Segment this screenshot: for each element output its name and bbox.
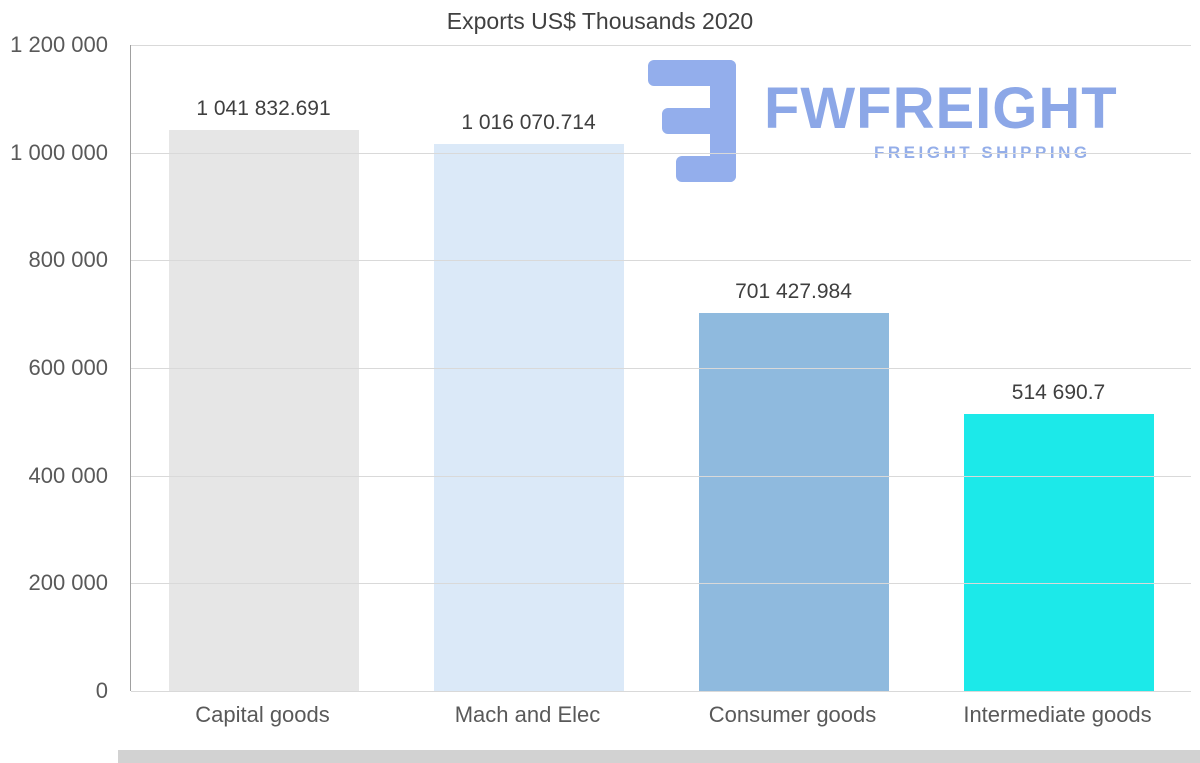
y-tick-label: 200 000	[28, 570, 108, 596]
x-category-label: Mach and Elec	[454, 702, 601, 727]
bar-value-label: 1 041 832.691	[196, 97, 331, 121]
y-tick-label: 800 000	[28, 247, 108, 273]
bar-group: 514 690.7	[926, 45, 1191, 691]
y-tick-label: 0	[95, 678, 108, 703]
bar-mach-and-elec	[433, 144, 624, 691]
gridline	[131, 45, 1191, 46]
gridline	[131, 691, 1191, 692]
x-category-label: Intermediate goods	[963, 702, 1152, 727]
bar-intermediate-goods	[963, 413, 1154, 691]
y-tick-label: 1 000 000	[10, 139, 108, 165]
y-axis: 1 200 000 1 000 000 800 000 600 000 400 000 2…	[0, 32, 118, 703]
gridline	[131, 475, 1191, 477]
gridline	[131, 152, 1191, 154]
bar-group: 1 016 070.714	[396, 45, 661, 691]
bar-value-label: 701 427.984	[735, 280, 852, 304]
x-axis: Capital goods Mach and Elec Consumer goods…	[130, 702, 1190, 728]
gridline	[131, 368, 1191, 369]
bar-value-label: 514 690.7	[1011, 380, 1106, 404]
y-tick-label: 400 000	[28, 462, 108, 488]
gridline	[131, 583, 1191, 585]
plot-area: 1 041 832.691 1 016 070.714 701 427.984 514…	[130, 45, 1191, 692]
chart-title: Exports US$ Thousands 2020	[446, 8, 754, 34]
gridline	[131, 260, 1191, 262]
logo-text: FWFREIGHT	[764, 75, 1118, 141]
bar-consumer-goods	[698, 313, 889, 691]
y-tick-label: 1 200 000	[10, 32, 108, 57]
bars-row: 1 041 832.691 1 016 070.714 701 427.984 514…	[131, 45, 1191, 691]
fwfreight-logo-icon	[648, 60, 740, 182]
y-tick-label: 600 000	[28, 355, 108, 380]
bar-value-label: 1 016 070.714	[461, 111, 596, 135]
bar-capital-goods	[168, 130, 359, 691]
horizontal-scrollbar[interactable]	[118, 750, 1200, 763]
bar-group: 701 427.984	[661, 45, 926, 691]
x-category-label: Capital goods	[195, 702, 330, 727]
x-category-label: Consumer goods	[708, 702, 877, 727]
bar-group: 1 041 832.691	[131, 45, 396, 691]
